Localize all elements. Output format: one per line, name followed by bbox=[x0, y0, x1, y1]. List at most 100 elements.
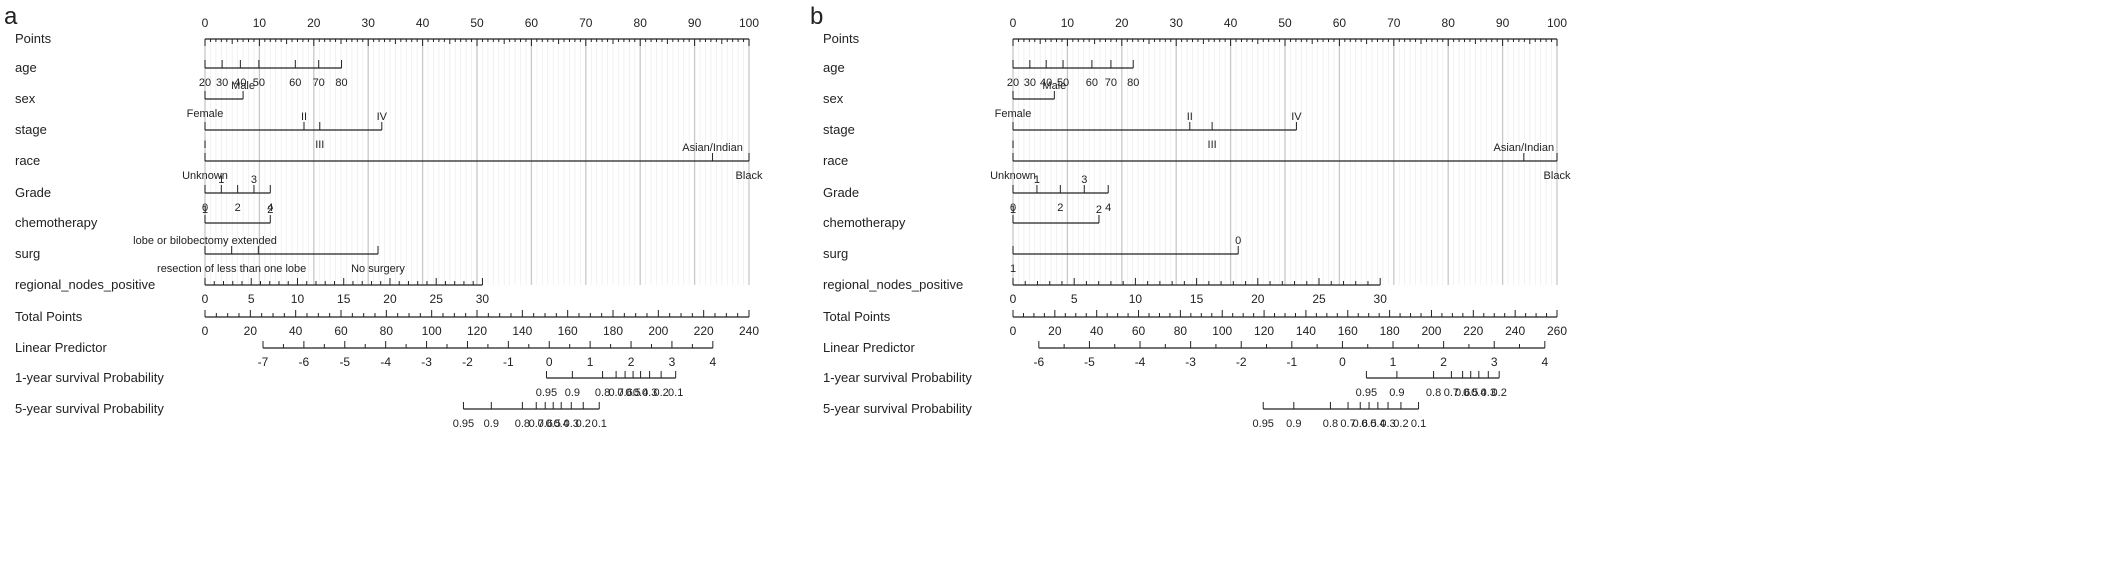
tick-label: 10 bbox=[253, 16, 267, 30]
tick-label: Asian/Indian bbox=[682, 142, 743, 154]
row-total-points: Total Points 0 20 40 60 80 100 120 140 160 180 200 2… bbox=[15, 309, 759, 338]
tick-label: 0.3 bbox=[1481, 387, 1496, 399]
tick-label: 0 bbox=[1010, 292, 1017, 306]
tick-label: Unknown bbox=[990, 170, 1036, 182]
tick-label: 0.9 bbox=[1286, 418, 1301, 430]
row-label: regional_nodes_positive bbox=[823, 277, 963, 292]
tick-label: 200 bbox=[648, 324, 668, 338]
tick-label: 4 bbox=[709, 355, 716, 369]
tick-label: 80 bbox=[1174, 324, 1188, 338]
row-points: Points 0 10 20 30 40 50 60 70 80 90 100 bbox=[823, 16, 1567, 46]
tick-label: 60 bbox=[289, 77, 301, 89]
tick-label: 4 bbox=[267, 202, 273, 214]
row-linear-predictor: Linear Predictor -7 -6 -5 -4 -3 -2 -1 0 1 2 3 4 bbox=[15, 340, 716, 369]
tick-label: 0.3 bbox=[1380, 418, 1395, 430]
tick-label: 0.6 bbox=[1353, 418, 1368, 430]
tick-label: 3 bbox=[1081, 174, 1087, 186]
tick-label: 3 bbox=[669, 355, 676, 369]
tick-label: -3 bbox=[1185, 355, 1196, 369]
tick-label: 0.3 bbox=[642, 387, 657, 399]
tick-label: 90 bbox=[688, 16, 702, 30]
tick-label: 0.2 bbox=[653, 387, 668, 399]
row-label: regional_nodes_positive bbox=[15, 277, 155, 292]
tick-label: 0.95 bbox=[1253, 418, 1274, 430]
row-label: age bbox=[823, 60, 845, 75]
tick-label: 0.7 bbox=[1340, 418, 1355, 430]
tick-label: 240 bbox=[1505, 324, 1525, 338]
row-label: stage bbox=[15, 122, 47, 137]
row-5-year-survival-probability: 5-year survival Probability 0.95 0.9 0.80.7… bbox=[15, 401, 607, 430]
tick-label: 70 bbox=[579, 16, 593, 30]
row-age: age 20 30 40 50 60 70 80 bbox=[15, 60, 348, 89]
row-sex: sex Female Male bbox=[823, 80, 1066, 120]
tick-label: -7 bbox=[258, 355, 269, 369]
tick-label: No surgery bbox=[351, 263, 405, 275]
tick-label: 140 bbox=[512, 324, 532, 338]
tick-label: 0.7 bbox=[1444, 387, 1459, 399]
tick-label: 120 bbox=[467, 324, 487, 338]
tick-label: -1 bbox=[1286, 355, 1297, 369]
tick-label: 220 bbox=[1463, 324, 1483, 338]
tick-label: 0.9 bbox=[1389, 387, 1404, 399]
tick-label: 30 bbox=[216, 77, 228, 89]
tick-label: Male bbox=[1042, 80, 1066, 92]
tick-label: III bbox=[315, 139, 324, 151]
row-label: Linear Predictor bbox=[15, 340, 107, 355]
grid-lines bbox=[1012, 39, 1558, 285]
tick-label: 0.6 bbox=[538, 418, 553, 430]
row-label: race bbox=[15, 153, 40, 168]
tick-label: 3 bbox=[1491, 355, 1498, 369]
tick-label: -2 bbox=[1236, 355, 1247, 369]
tick-label: Female bbox=[187, 108, 224, 120]
tick-label: 180 bbox=[603, 324, 623, 338]
tick-label: 20 bbox=[307, 16, 321, 30]
row-regional-nodes-positive: regional_nodes_positive 0 5 10 15 20 25 30 bbox=[823, 277, 1387, 306]
tick-label: 15 bbox=[337, 292, 351, 306]
tick-label: 40 bbox=[1224, 16, 1238, 30]
tick-label: 0.4 bbox=[633, 387, 648, 399]
tick-label: 20 bbox=[1115, 16, 1129, 30]
tick-label: 2 bbox=[628, 355, 635, 369]
tick-label: 1 bbox=[587, 355, 594, 369]
tick-label: 80 bbox=[634, 16, 648, 30]
tick-label: 4 bbox=[1541, 355, 1548, 369]
tick-label: 50 bbox=[470, 16, 484, 30]
tick-label: 20 bbox=[1048, 324, 1062, 338]
tick-label: 0.3 bbox=[564, 418, 579, 430]
tick-label: 60 bbox=[1086, 77, 1098, 89]
row-label: chemotherapy bbox=[15, 215, 98, 230]
row-race: race Unknown Asian/Indian Black bbox=[15, 142, 763, 182]
tick-label: 5 bbox=[1071, 292, 1078, 306]
tick-label: 0 bbox=[546, 355, 553, 369]
tick-label: 0 bbox=[202, 292, 209, 306]
tick-label: 50 bbox=[1057, 77, 1069, 89]
tick-label: 100 bbox=[1547, 16, 1567, 30]
tick-label: 0.1 bbox=[1411, 418, 1426, 430]
row-regional-nodes-positive: regional_nodes_positive 0 5 10 15 20 25 30 bbox=[15, 277, 489, 306]
row-race: race Unknown Asian/Indian Black bbox=[823, 142, 1571, 182]
tick-label: 25 bbox=[1312, 292, 1326, 306]
tick-label: 0.95 bbox=[453, 418, 474, 430]
tick-label: 0.4 bbox=[1471, 387, 1486, 399]
row-label: Total Points bbox=[15, 309, 83, 324]
tick-label: 10 bbox=[1061, 16, 1075, 30]
tick-label: 0 bbox=[1010, 324, 1017, 338]
tick-label: 50 bbox=[253, 77, 265, 89]
tick-label: 80 bbox=[380, 324, 394, 338]
tick-label: 160 bbox=[1338, 324, 1358, 338]
tick-label: 0 bbox=[202, 324, 209, 338]
tick-label: Black bbox=[1544, 170, 1571, 182]
tick-label: 3 bbox=[251, 174, 257, 186]
tick-label: 70 bbox=[1105, 77, 1117, 89]
tick-label: 0.8 bbox=[595, 387, 610, 399]
tick-label: 0.5 bbox=[1463, 387, 1478, 399]
row-linear-predictor: Linear Predictor -6 -5 -4 -3 -2 -1 0 1 2 3 4 bbox=[823, 340, 1548, 369]
tick-label: -6 bbox=[299, 355, 310, 369]
